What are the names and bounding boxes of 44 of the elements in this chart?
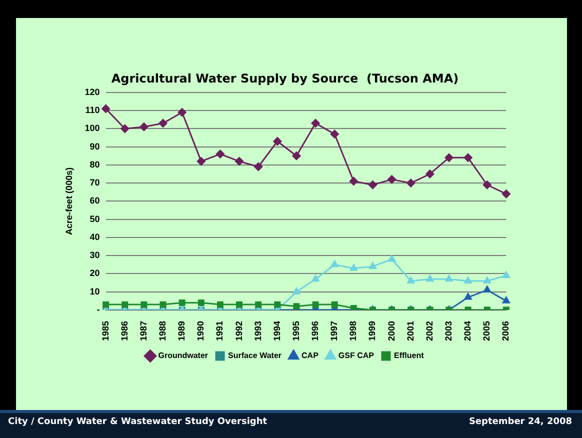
x-tick-label: 2006 (500, 320, 511, 342)
x-tick-label: 2002 (424, 320, 434, 342)
x-tick-label: 1998 (348, 320, 358, 342)
x-tick-label: 1987 (138, 320, 148, 342)
x-tick-label: 2005 (482, 320, 492, 342)
text: City / County Water & Wastewater Study Oversight (8, 417, 268, 427)
legend-label: Effluent (394, 351, 424, 360)
x-tick-label: 2003 (443, 320, 454, 342)
x-tick-label: 1989 (176, 320, 187, 342)
x-tick-label: 1995 (290, 320, 301, 342)
x-tick-label: 1986 (119, 320, 130, 342)
x-tick-label: 2001 (405, 320, 416, 342)
x-tick-label: 1991 (214, 320, 225, 342)
y-tick-label: 30 (90, 250, 100, 260)
y-tick-label: 120 (84, 86, 100, 97)
y-tick-label: 10 (90, 286, 100, 296)
x-tick-label: 1996 (310, 320, 320, 342)
legend-label: GSF CAP (338, 351, 375, 360)
x-tick-label: 1988 (158, 320, 168, 342)
y-tick-label: - (96, 304, 100, 314)
legend-label: Groundwater (158, 351, 208, 360)
y-tick-label: 50 (90, 214, 100, 224)
y-tick-label: 40 (90, 232, 100, 242)
y-tick-label: 110 (85, 105, 100, 116)
chart-title: Agricultural Water Supply by Source (Tucson AMA) (111, 71, 459, 86)
y-tick-label: 20 (90, 268, 100, 278)
legend-label: Surface Water (228, 351, 282, 360)
y-tick-label: 80 (90, 159, 100, 170)
x-tick-label: 1992 (234, 320, 244, 342)
x-tick-label: 1994 (272, 320, 282, 342)
y-axis-title: Acre-feet (000s) (64, 167, 74, 235)
x-tick-label: 1993 (252, 320, 263, 342)
text: September 24, 2008 (468, 417, 572, 427)
x-tick-label: 2000 (386, 320, 396, 342)
x-tick-label: 1997 (329, 320, 340, 342)
legend-label: CAP (302, 351, 320, 360)
x-tick-label: 1990 (196, 320, 206, 342)
x-tick-label: 1985 (100, 320, 110, 342)
y-tick-label: 100 (84, 123, 100, 134)
y-tick-label: 70 (90, 178, 100, 188)
x-tick-label: 2004 (462, 320, 473, 342)
x-tick-label: 1999 (367, 320, 378, 342)
y-tick-label: 90 (90, 141, 100, 152)
y-tick-label: 60 (90, 196, 100, 206)
